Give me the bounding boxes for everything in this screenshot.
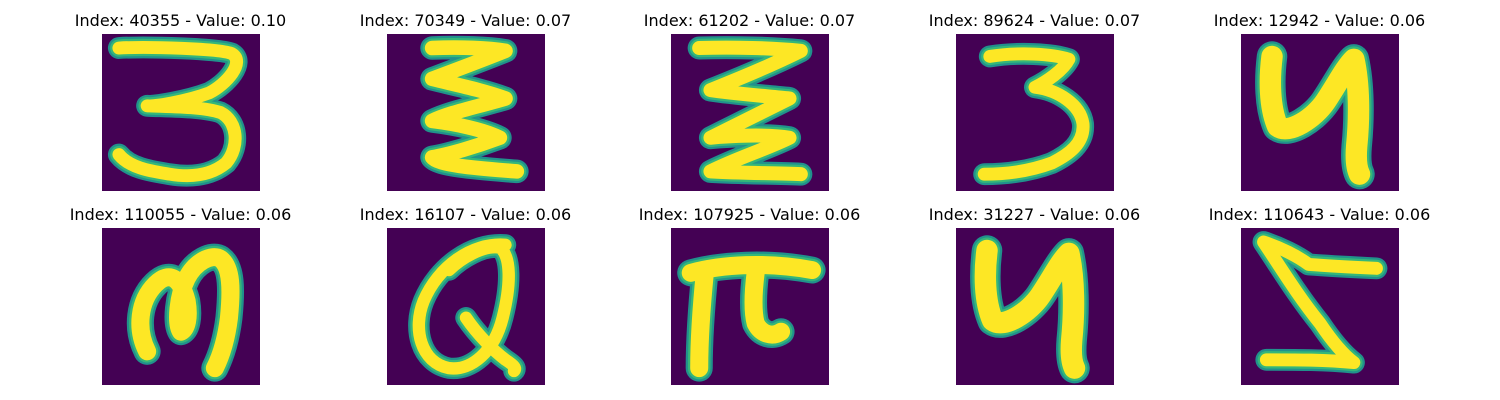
panel-title: Index: 110643 - Value: 0.06 [1208, 205, 1431, 224]
stroke-core [1259, 45, 1371, 185]
stroke-core [131, 248, 240, 378]
stroke-core [692, 40, 808, 182]
digit-svg [671, 34, 829, 191]
digit-svg [956, 34, 1114, 191]
panel-5: Index: 12942 - Value: 0.06 [1177, 0, 1462, 191]
digit-image [1241, 228, 1399, 385]
panel-title: Index: 12942 - Value: 0.06 [1213, 11, 1426, 30]
panel-title: Index: 110055 - Value: 0.06 [69, 205, 292, 224]
digit-svg [387, 228, 545, 385]
digit-image [956, 228, 1114, 385]
panel-title: Index: 40355 - Value: 0.10 [74, 11, 287, 30]
panel-8: Index: 107925 - Value: 0.06 [607, 194, 892, 385]
panel-title: Index: 61202 - Value: 0.07 [643, 11, 856, 30]
panel-title: Index: 89624 - Value: 0.07 [928, 11, 1141, 30]
digit-svg [956, 228, 1114, 385]
stroke-core [1257, 235, 1383, 370]
panel-7: Index: 16107 - Value: 0.06 [323, 194, 608, 385]
panel-title: Index: 70349 - Value: 0.07 [359, 11, 572, 30]
digit-image [671, 228, 829, 385]
stroke-core [974, 239, 1086, 379]
digit-svg [1241, 228, 1399, 385]
digit-svg [102, 228, 260, 385]
digit-svg [671, 228, 829, 385]
digit-image [387, 34, 545, 191]
stroke-core [977, 47, 1090, 181]
panel-4: Index: 89624 - Value: 0.07 [892, 0, 1177, 191]
digit-image [956, 34, 1114, 191]
panel-6: Index: 110055 - Value: 0.06 [38, 194, 323, 385]
stroke-core [112, 41, 244, 183]
panel-title: Index: 107925 - Value: 0.06 [638, 205, 861, 224]
digit-image [387, 228, 545, 385]
panel-10: Index: 110643 - Value: 0.06 [1177, 194, 1462, 385]
digit-image [1241, 34, 1399, 191]
stroke-core [412, 238, 522, 378]
digit-svg [1241, 34, 1399, 191]
digit-svg [387, 34, 545, 191]
panel-2: Index: 70349 - Value: 0.07 [323, 0, 608, 191]
digit-image [102, 228, 260, 385]
panel-9: Index: 31227 - Value: 0.06 [892, 194, 1177, 385]
panel-1: Index: 40355 - Value: 0.10 [38, 0, 323, 191]
stroke-core [681, 256, 822, 378]
panel-3: Index: 61202 - Value: 0.07 [607, 0, 892, 191]
digit-image [102, 34, 260, 191]
digit-image [671, 34, 829, 191]
stroke-core [424, 40, 525, 179]
digit-svg [102, 34, 260, 191]
panel-title: Index: 31227 - Value: 0.06 [928, 205, 1141, 224]
panel-title: Index: 16107 - Value: 0.06 [359, 205, 572, 224]
